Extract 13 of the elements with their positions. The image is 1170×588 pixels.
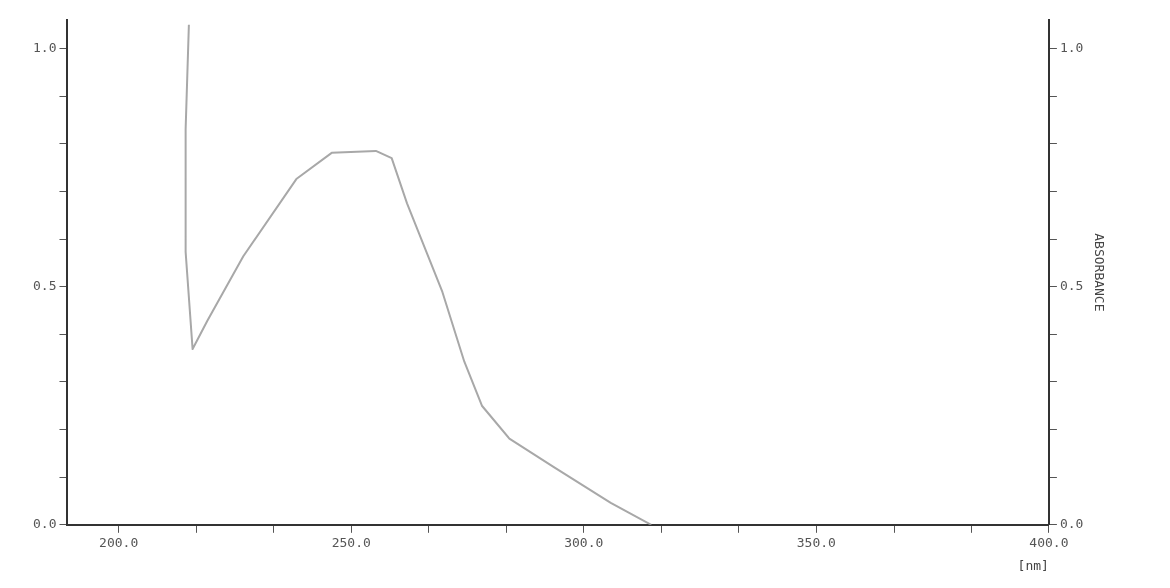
y2-tick-label: 0.0 <box>1059 516 1084 532</box>
y-tick-label: 1.0 <box>33 39 57 55</box>
y-tick-label: 0.0 <box>33 516 57 532</box>
y2-tick-label: 0.5 <box>1059 278 1084 294</box>
x-tick-label: 200.0 <box>99 534 139 550</box>
x-tick-label: 350.0 <box>796 534 836 550</box>
x-tick-label: 400.0 <box>1029 534 1069 550</box>
y2-tick-label: 1.0 <box>1059 39 1084 55</box>
x-tick-label: 250.0 <box>331 534 371 550</box>
y-tick-label: 0.5 <box>33 278 57 294</box>
y2-axis-title: ABSORBANCE <box>1091 233 1107 312</box>
x-tick-label: 300.0 <box>564 534 604 550</box>
x-axis-title: [nm] <box>1017 557 1049 573</box>
